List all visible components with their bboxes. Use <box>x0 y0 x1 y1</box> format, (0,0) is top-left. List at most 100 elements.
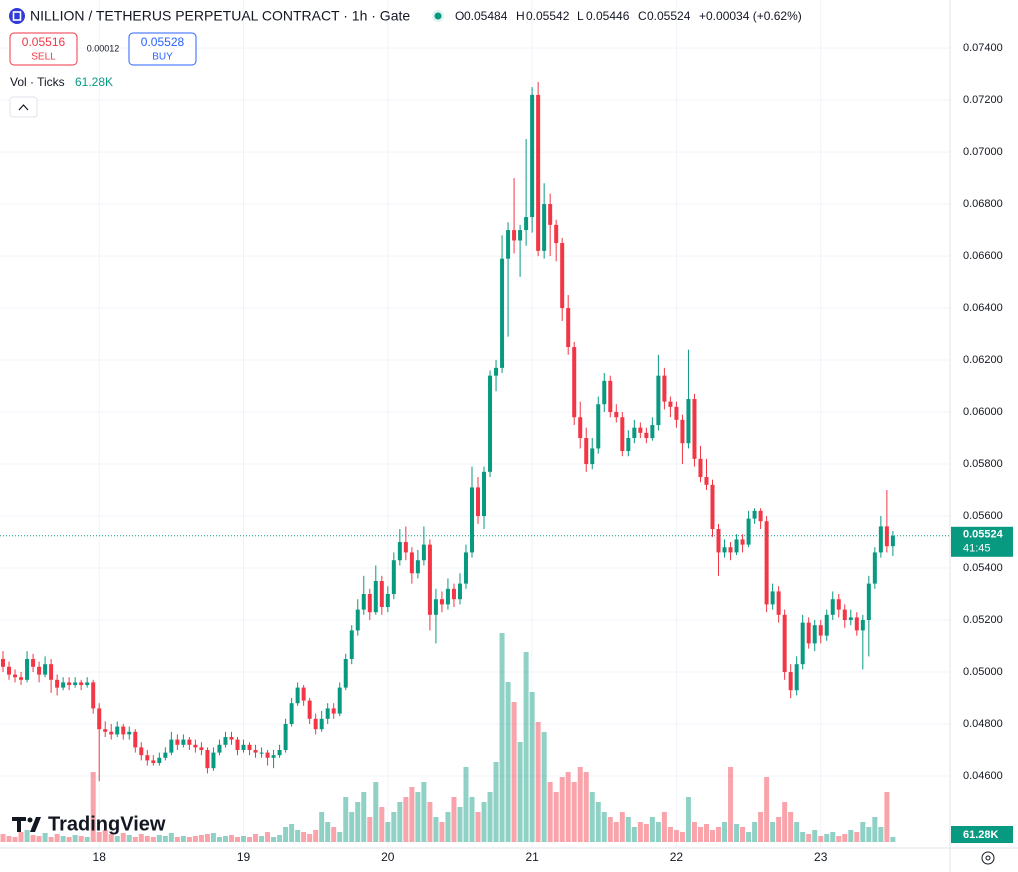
volume-bar <box>198 835 204 842</box>
candle-body <box>349 630 354 660</box>
sell-price[interactable]: 0.05516 <box>22 35 66 49</box>
volume-bar <box>529 692 535 842</box>
y-tick-label: 0.04600 <box>963 770 1003 782</box>
candle-body <box>133 731 138 748</box>
candle-body <box>782 614 787 673</box>
buy-label[interactable]: BUY <box>152 52 173 63</box>
candle-body <box>247 744 252 750</box>
sell-button[interactable] <box>9 32 78 66</box>
candle-body <box>554 224 559 244</box>
volume-bar <box>277 835 283 842</box>
volume-bar <box>890 836 896 842</box>
candle-body <box>43 664 48 675</box>
volume-bar <box>168 833 174 842</box>
volume-bar <box>72 835 78 842</box>
ohlc-value: 0.05446 <box>586 9 630 23</box>
volume-bar <box>265 832 271 842</box>
candle-body <box>55 679 60 688</box>
candle-body <box>355 609 360 631</box>
volume-bar <box>637 822 643 842</box>
volume-bar <box>565 772 571 842</box>
settings-icon-core[interactable] <box>985 855 991 861</box>
volume-bar <box>60 836 66 842</box>
candle-body <box>566 308 571 348</box>
candle-body <box>854 617 859 631</box>
volume-bar <box>800 832 806 842</box>
candle-body <box>283 723 288 750</box>
candle-body <box>19 677 24 680</box>
volume-bar <box>132 837 138 842</box>
collapse-button[interactable] <box>9 96 38 118</box>
candle-body <box>211 752 216 769</box>
volume-bar <box>535 722 541 842</box>
volume-bar <box>481 802 487 842</box>
volume-bar <box>770 822 776 842</box>
candle-body <box>830 599 835 615</box>
y-tick-label: 0.06800 <box>963 198 1003 210</box>
candle-body <box>223 736 228 745</box>
volume-bar <box>427 802 433 842</box>
volume-bar <box>295 830 301 842</box>
volume-bar <box>319 812 325 842</box>
candle-body <box>770 591 775 605</box>
volume-bar <box>409 787 415 842</box>
candle-body <box>824 614 829 636</box>
candle-body <box>313 718 318 730</box>
candle-body <box>97 708 102 730</box>
candle-body <box>115 726 120 735</box>
volume-bar <box>96 832 102 842</box>
volume-legend-value: 61.28K <box>75 75 113 89</box>
candle-body <box>295 687 300 704</box>
y-tick-label: 0.05400 <box>963 562 1003 574</box>
volume-title: Vol · Ticks <box>10 75 65 89</box>
ohlc-label: H <box>516 9 525 23</box>
volume-bar <box>120 833 126 842</box>
candle-body <box>139 747 144 756</box>
candle-body <box>698 458 703 478</box>
volume-bar <box>553 792 559 842</box>
symbol-icon-glyph <box>12 11 22 21</box>
volume-bar <box>186 837 192 842</box>
volume-bar <box>138 834 144 842</box>
volume-bar <box>679 832 685 842</box>
spread: 0.00012 <box>87 43 120 53</box>
volume-bar <box>216 837 222 842</box>
y-tick-label: 0.06200 <box>963 354 1003 366</box>
status-dot <box>434 12 442 20</box>
volume-bar <box>643 824 649 842</box>
candle-body <box>61 682 66 688</box>
candle-body <box>848 617 853 621</box>
volume-bar <box>541 732 547 842</box>
sell-label[interactable]: SELL <box>31 52 56 63</box>
buy-price[interactable]: 0.05528 <box>141 35 185 49</box>
candle-body <box>331 708 336 714</box>
candle-body <box>842 609 847 621</box>
candle-body <box>451 588 456 600</box>
ohlc-value: 0.05484 <box>464 9 508 23</box>
volume-bar <box>331 827 337 842</box>
volume-bar <box>12 837 18 842</box>
candle-body <box>151 760 156 763</box>
volume-bar <box>259 836 265 842</box>
candle-body <box>734 539 739 553</box>
y-tick-label: 0.06400 <box>963 302 1003 314</box>
volume-bar <box>667 827 673 842</box>
volume-bar <box>126 835 132 842</box>
volume-bar <box>66 837 72 842</box>
volume-bar <box>415 792 421 842</box>
volume-bar <box>228 835 234 842</box>
candle-body <box>494 367 499 376</box>
candle-body <box>746 518 751 545</box>
x-tick-label: 19 <box>237 850 251 864</box>
candle-body <box>878 526 883 553</box>
volume-bar <box>812 830 818 842</box>
buy-button[interactable] <box>128 32 197 66</box>
candle-body <box>343 659 348 688</box>
candle-body <box>560 243 565 309</box>
settings-icon[interactable] <box>981 851 995 865</box>
candle-body <box>85 682 90 686</box>
collapse-icon[interactable] <box>18 104 29 111</box>
candle-body <box>542 204 547 251</box>
candle-body <box>433 599 438 615</box>
